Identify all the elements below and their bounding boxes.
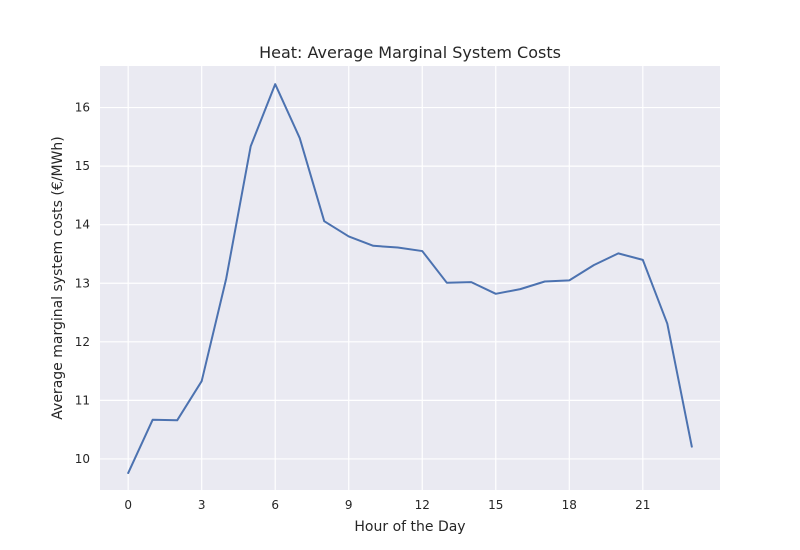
x-tick-label: 12 (415, 498, 430, 512)
series-group (127, 83, 693, 475)
x-tick-label: 6 (271, 498, 279, 512)
x-tick-label: 9 (345, 498, 353, 512)
series-line (127, 83, 693, 475)
y-tick-labels: 10 11 12 13 14 15 16 (75, 101, 90, 466)
x-tick-labels: 0 3 6 9 12 15 18 21 (124, 498, 650, 512)
y-tick-label: 10 (75, 452, 90, 466)
x-tick-label: 21 (635, 498, 650, 512)
y-tick-label: 11 (75, 393, 90, 407)
grid-lines (100, 66, 720, 490)
x-tick-label: 18 (562, 498, 577, 512)
x-tick-label: 3 (198, 498, 206, 512)
y-tick-label: 13 (75, 276, 90, 290)
plot-background (100, 66, 720, 490)
y-axis-label: Average marginal system costs (€/MWh) (50, 136, 66, 419)
y-tick-label: 14 (75, 218, 90, 232)
x-axis-label: Hour of the Day (354, 519, 465, 535)
x-tick-label: 15 (488, 498, 503, 512)
y-tick-label: 12 (75, 335, 90, 349)
y-tick-label: 15 (75, 159, 90, 173)
chart-title: Heat: Average Marginal System Costs (259, 43, 561, 62)
x-tick-label: 0 (124, 498, 132, 512)
y-tick-label: 16 (75, 101, 90, 115)
